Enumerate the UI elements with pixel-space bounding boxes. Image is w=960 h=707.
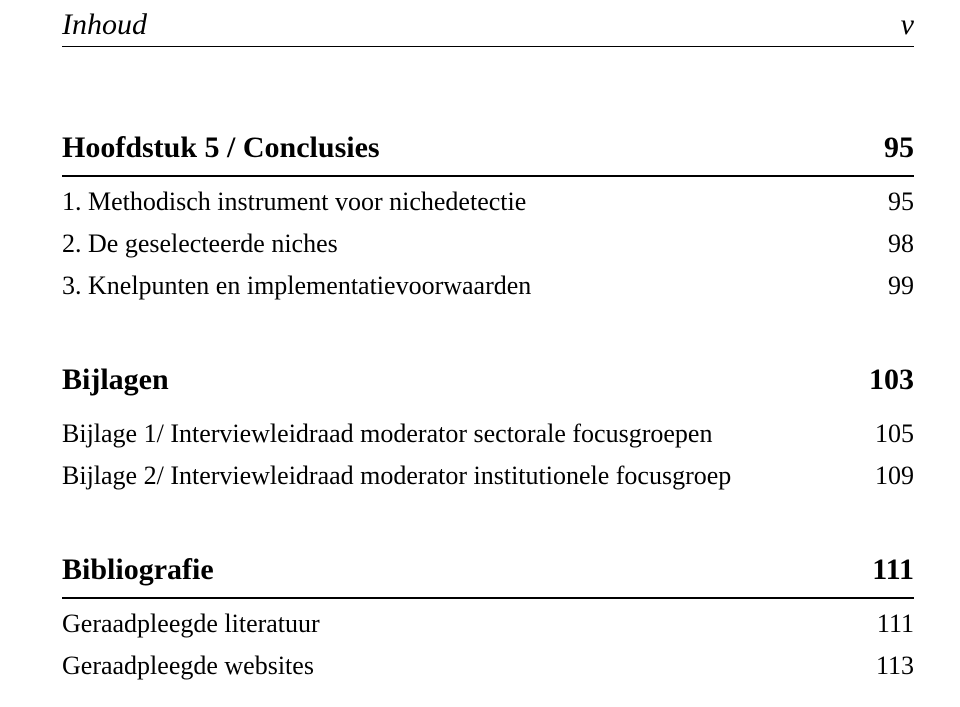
toc-item-page: 113 [876, 651, 914, 681]
toc-item: Geraadpleegde literatuur 111 [62, 603, 914, 645]
toc-item: Bijlage 1/ Interviewleidraad moderator s… [62, 413, 914, 455]
toc-item-label: 1. Methodisch instrument voor nichedetec… [62, 187, 526, 217]
page: Inhoud v Hoofdstuk 5 / Conclusies 95 1. … [0, 0, 960, 707]
toc-item-page: 109 [875, 461, 914, 491]
toc-item-label: Bijlage 2/ Interviewleidraad moderator i… [62, 461, 731, 491]
toc-heading-label: Hoofdstuk 5 / Conclusies [62, 131, 380, 165]
toc-item: Bijlage 2/ Interviewleidraad moderator i… [62, 455, 914, 497]
toc-heading-page: 103 [869, 363, 914, 397]
toc-item-label: Geraadpleegde literatuur [62, 609, 320, 639]
running-head-right: v [901, 8, 914, 42]
toc-item-label: Geraadpleegde websites [62, 651, 314, 681]
toc-item: 1. Methodisch instrument voor nichedetec… [62, 181, 914, 223]
toc-item-page: 105 [875, 419, 914, 449]
toc-item-page: 95 [888, 187, 914, 217]
toc-bijlagen: Bijlagen 103 Bijlage 1/ Interviewleidraa… [62, 363, 914, 497]
toc-heading-label: Bibliografie [62, 553, 214, 587]
toc-bibliografie: Bibliografie 111 Geraadpleegde literatuu… [62, 553, 914, 687]
toc-item-label: Bijlage 1/ Interviewleidraad moderator s… [62, 419, 712, 449]
toc-item-label: 3. Knelpunten en implementatievoorwaarde… [62, 271, 531, 301]
toc-heading-bibliografie: Bibliografie 111 [62, 553, 914, 599]
toc-heading-bijlagen: Bijlagen 103 [62, 363, 914, 397]
toc-heading-label: Bijlagen [62, 363, 169, 397]
toc-item: 3. Knelpunten en implementatievoorwaarde… [62, 265, 914, 307]
toc-item: Geraadpleegde websites 113 [62, 645, 914, 687]
toc-heading-page: 95 [884, 131, 914, 165]
running-head-left: Inhoud [62, 8, 147, 42]
toc-heading-page: 111 [872, 553, 914, 587]
running-head: Inhoud v [62, 8, 914, 47]
toc-item-page: 99 [888, 271, 914, 301]
toc-item-label: 2. De geselecteerde niches [62, 229, 338, 259]
toc-item-page: 111 [877, 609, 914, 639]
toc-item-page: 98 [888, 229, 914, 259]
toc-heading-chapter-5: Hoofdstuk 5 / Conclusies 95 [62, 125, 914, 177]
toc-item: 2. De geselecteerde niches 98 [62, 223, 914, 265]
toc-chapter-5: Hoofdstuk 5 / Conclusies 95 1. Methodisc… [62, 125, 914, 307]
